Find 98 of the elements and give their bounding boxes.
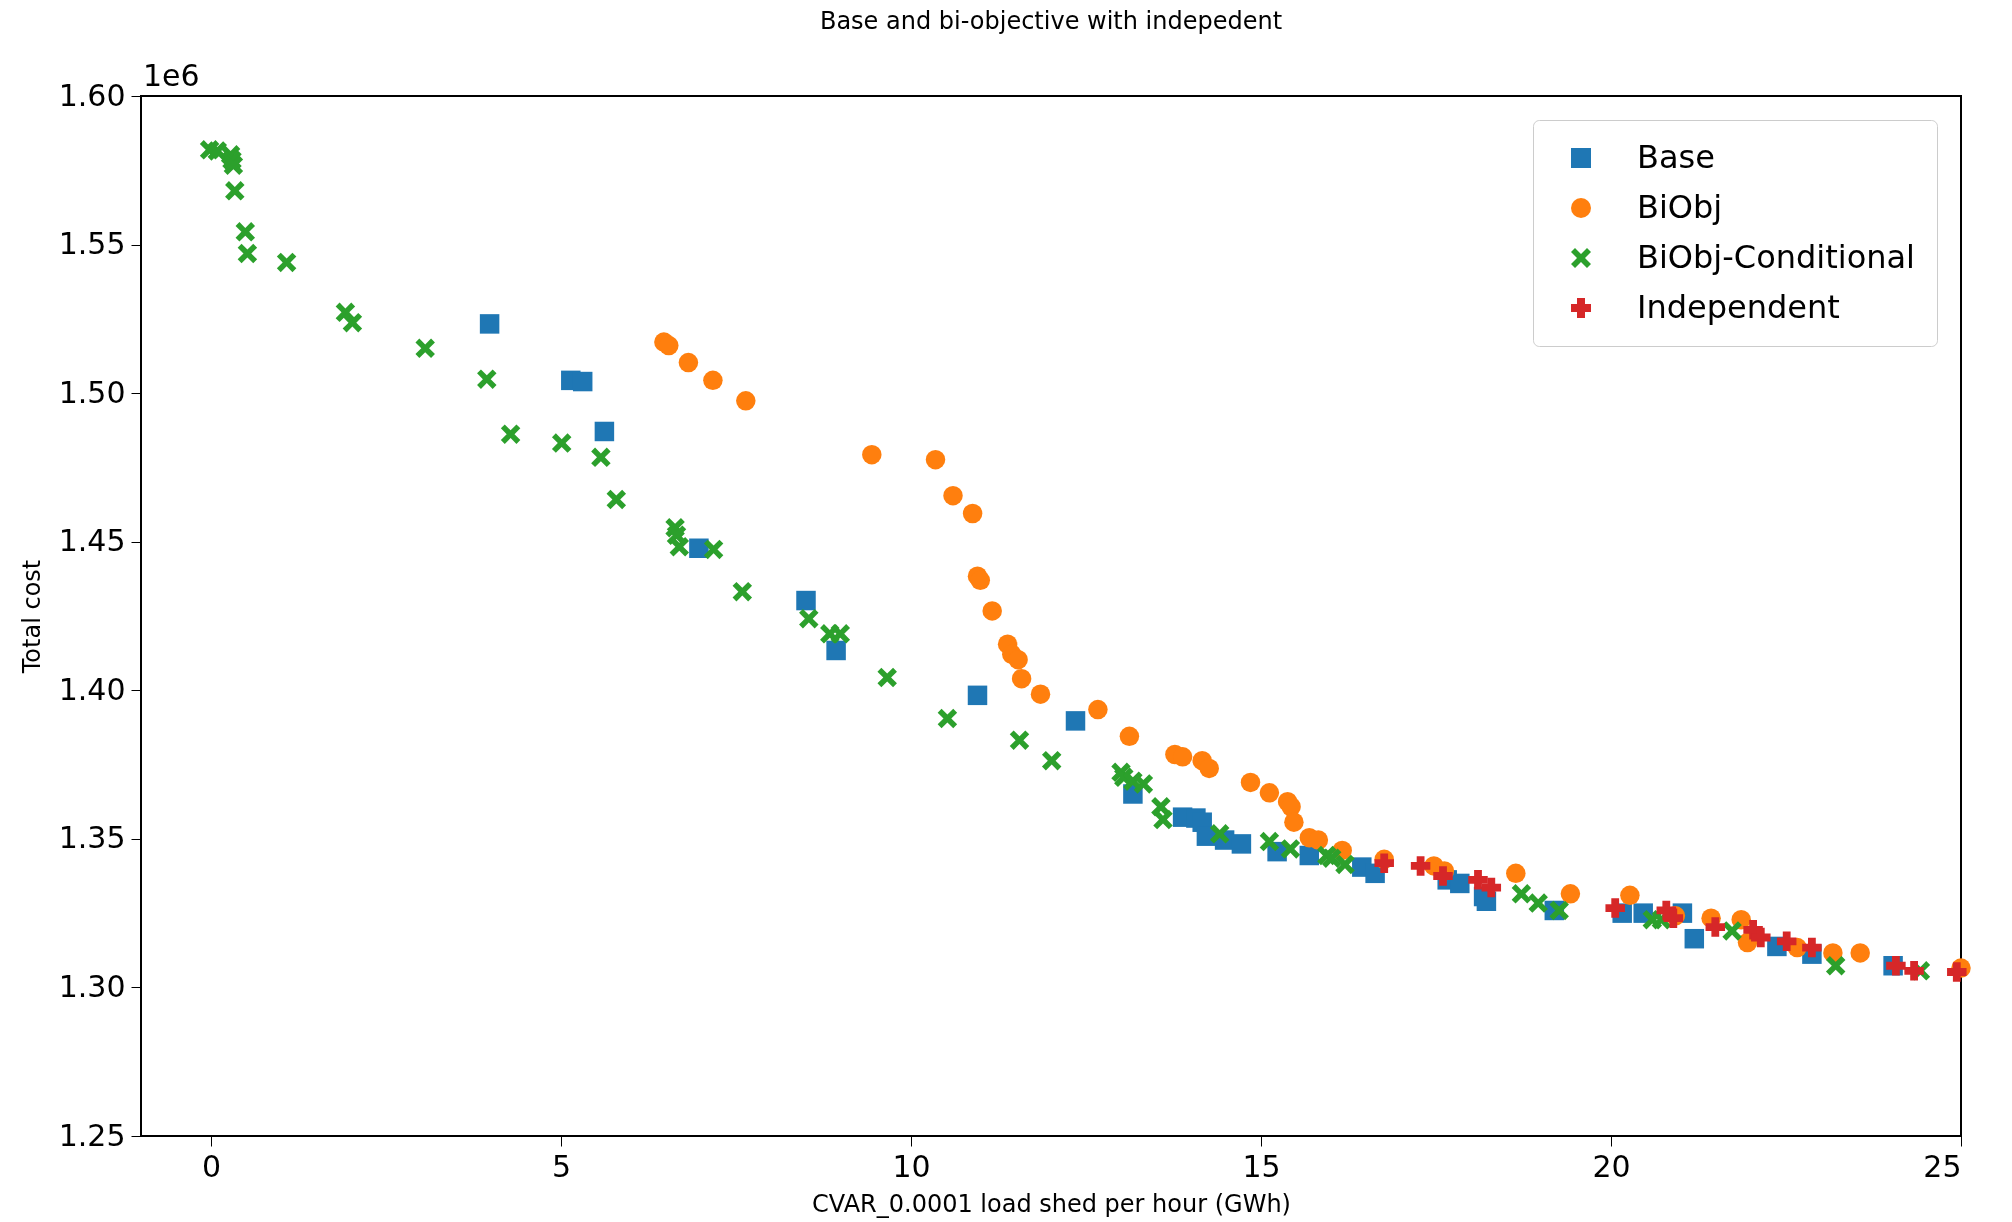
x-tick-label: 10 — [892, 1148, 931, 1184]
point — [1560, 884, 1581, 904]
point — [1199, 758, 1219, 779]
point — [982, 601, 1002, 621]
point — [1088, 699, 1108, 720]
point — [415, 338, 435, 359]
point — [1041, 750, 1062, 771]
point — [1119, 726, 1140, 747]
point — [1549, 900, 1569, 921]
point — [732, 581, 753, 602]
point — [500, 424, 521, 444]
point — [1008, 649, 1028, 670]
x-tick-label: 0 — [201, 1148, 222, 1184]
point — [1481, 877, 1502, 898]
point — [1280, 839, 1301, 859]
point — [594, 421, 615, 442]
point — [703, 370, 723, 391]
point — [276, 252, 297, 273]
point — [1776, 931, 1797, 952]
y-tick-label: 1.35 — [58, 820, 126, 856]
point — [1308, 830, 1329, 850]
point — [826, 640, 846, 661]
point — [1684, 928, 1705, 949]
point — [1605, 898, 1625, 918]
point — [1011, 668, 1032, 689]
point — [943, 485, 963, 506]
point — [1240, 772, 1261, 793]
point — [1705, 917, 1726, 937]
point — [1528, 893, 1548, 913]
point — [1321, 848, 1342, 868]
point — [830, 624, 851, 644]
legend-label: Independent — [1637, 288, 1840, 326]
point — [479, 314, 500, 334]
point — [1410, 856, 1431, 876]
point — [703, 539, 724, 560]
legend-label: Base — [1637, 138, 1715, 176]
point — [1259, 783, 1280, 803]
point — [678, 352, 699, 373]
point — [1468, 870, 1488, 890]
x-tick-label: 5 — [551, 1148, 572, 1184]
point — [1231, 834, 1252, 854]
point — [591, 447, 611, 468]
point — [235, 222, 256, 242]
point — [1259, 831, 1280, 852]
point — [1850, 943, 1870, 963]
point — [1751, 927, 1771, 948]
point — [1620, 885, 1640, 906]
point — [1133, 774, 1154, 794]
point — [572, 371, 593, 392]
point — [669, 537, 690, 557]
x-tick-label: 25 — [1923, 1148, 1962, 1184]
point — [1030, 684, 1051, 704]
point — [862, 444, 882, 465]
point — [551, 433, 572, 453]
point — [225, 181, 245, 201]
x-axis-title: CVAR_0.0001 load shed per hour (GWh) — [812, 1189, 1291, 1218]
point — [1802, 937, 1822, 958]
point — [1511, 884, 1532, 904]
point — [606, 489, 627, 510]
point — [659, 335, 679, 356]
point — [1904, 961, 1924, 981]
point — [223, 155, 244, 175]
point — [1284, 812, 1304, 832]
point — [1153, 809, 1173, 830]
point — [796, 590, 816, 611]
legend-label: BiObj-Conditional — [1637, 238, 1915, 276]
point — [1825, 955, 1846, 976]
text: 1e6 — [143, 58, 200, 93]
legend-label: BiObj — [1637, 188, 1723, 226]
point — [1209, 824, 1230, 844]
point — [962, 503, 983, 524]
y-tick-label: 1.40 — [58, 671, 126, 707]
point — [1450, 873, 1470, 894]
point — [736, 391, 756, 411]
y-tick-label: 1.45 — [58, 523, 126, 559]
point — [1335, 854, 1355, 875]
point — [877, 667, 897, 688]
y-tick-label: 1.50 — [58, 374, 126, 410]
y-tick-label: 1.30 — [58, 968, 126, 1004]
y-tick-label: 1.60 — [58, 77, 126, 113]
point — [477, 369, 497, 389]
point — [937, 708, 958, 729]
x-tick-label: 15 — [1242, 1148, 1281, 1184]
point — [1009, 730, 1030, 750]
point — [1722, 921, 1742, 941]
point — [970, 570, 991, 591]
point — [799, 608, 819, 629]
point — [237, 243, 258, 264]
point — [967, 685, 988, 706]
point — [1506, 863, 1526, 884]
y-tick-label: 1.55 — [58, 226, 126, 262]
point — [342, 312, 363, 333]
chart-title: Base and bi-objective with indepedent — [819, 7, 1283, 35]
x-tick-label: 20 — [1592, 1148, 1631, 1184]
y-axis-title: Total cost — [17, 559, 46, 675]
point — [1065, 711, 1086, 731]
point — [925, 449, 946, 470]
y-tick-label: 1.25 — [58, 1117, 126, 1153]
